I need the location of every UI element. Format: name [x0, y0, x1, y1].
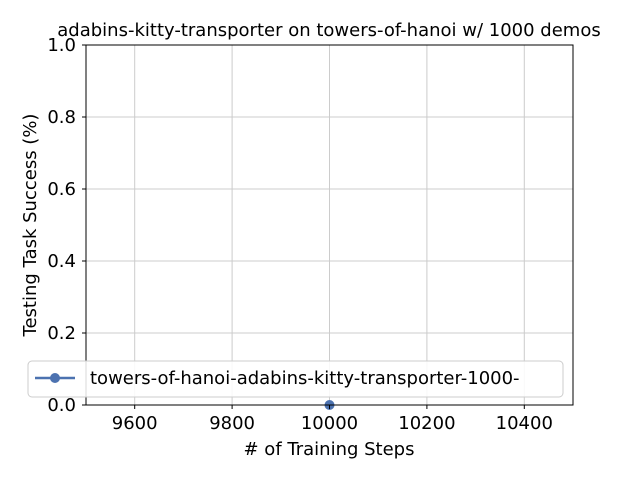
y-tick-labels: 0.0 0.2 0.4 0.6 0.8 1.0 — [47, 35, 86, 416]
legend-marker-swatch — [50, 373, 60, 383]
x-axis-label: # of Training Steps — [244, 439, 415, 460]
y-tick-label: 0.0 — [47, 395, 76, 416]
legend: towers-of-hanoi-adabins-kitty-transporte… — [27, 360, 564, 398]
y-tick-label: 1.0 — [47, 35, 76, 56]
x-tick-label: 10200 — [398, 413, 455, 434]
chart-title: adabins-kitty-transporter on towers-of-h… — [57, 20, 600, 41]
x-tick-label: 10400 — [496, 413, 553, 434]
y-tick-label: 0.4 — [47, 251, 76, 272]
legend-label: towers-of-hanoi-adabins-kitty-transporte… — [90, 368, 520, 389]
x-tick-label: 10000 — [301, 413, 358, 434]
x-tick-label: 9800 — [209, 413, 255, 434]
y-axis-label: Testing Task Success (%) — [20, 114, 41, 338]
y-tick-label: 0.2 — [47, 323, 76, 344]
x-tick-label: 9600 — [112, 413, 158, 434]
y-tick-label: 0.8 — [47, 107, 76, 128]
grid — [86, 44, 573, 406]
y-tick-label: 0.6 — [47, 179, 76, 200]
legend-box — [27, 360, 564, 398]
x-tick-labels: 9600 9800 10000 10200 10400 — [112, 405, 553, 434]
